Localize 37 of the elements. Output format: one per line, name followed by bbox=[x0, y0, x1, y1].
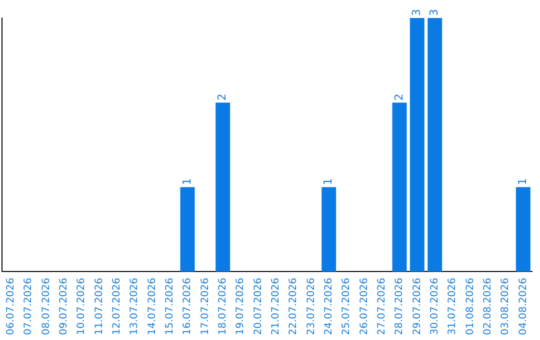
x-tick-label: 09.07.2026 bbox=[58, 278, 70, 336]
x-tick-label: 29.07.2026 bbox=[412, 278, 423, 336]
data-label: 2 bbox=[216, 94, 229, 101]
x-tick-label: 03.08.2026 bbox=[500, 278, 512, 336]
data-label: 3 bbox=[410, 9, 424, 16]
x-tick-label: 22.07.2026 bbox=[288, 278, 300, 336]
x-tick-label: 11.07.2026 bbox=[94, 278, 105, 336]
x-tick-label: 25.07.2026 bbox=[341, 278, 352, 336]
x-tick-label: 24.07.2026 bbox=[323, 278, 334, 336]
x-tick-label: 19.07.2026 bbox=[235, 278, 246, 336]
x-tick-label: 07.07.2026 bbox=[23, 278, 34, 336]
x-tick-label: 01.08.2026 bbox=[464, 278, 476, 336]
x-tick-label: 28.07.2026 bbox=[394, 278, 406, 336]
x-tick-label: 27.07.2026 bbox=[376, 278, 388, 336]
x-tick-label: 31.07.2026 bbox=[447, 278, 458, 336]
x-tick-label: 04.08.2026 bbox=[518, 278, 529, 336]
x-tick-label: 21.07.2026 bbox=[270, 278, 282, 336]
x-tick-label: 30.07.2026 bbox=[429, 278, 440, 336]
x-tick-label: 23.07.2026 bbox=[306, 278, 317, 336]
x-tick-label: 15.07.2026 bbox=[164, 278, 176, 336]
data-label: 3 bbox=[428, 9, 441, 16]
x-tick-label: 12.07.2026 bbox=[111, 278, 122, 336]
x-tick-label: 14.07.2026 bbox=[146, 278, 158, 336]
x-tick-label: 10.07.2026 bbox=[76, 278, 88, 336]
x-tick-label: 02.08.2026 bbox=[482, 278, 494, 336]
x-tick-label: 18.07.2026 bbox=[217, 278, 228, 336]
x-tick-label: 08.07.2026 bbox=[40, 278, 52, 336]
data-label: 1 bbox=[180, 178, 194, 186]
x-tick-label: 17.07.2026 bbox=[200, 278, 211, 336]
x-tick-label: 13.07.2026 bbox=[129, 278, 140, 336]
data-label: 2 bbox=[392, 94, 406, 101]
data-label: 1 bbox=[516, 178, 530, 186]
x-tick-label: 06.07.2026 bbox=[5, 278, 16, 336]
x-tick-label: 20.07.2026 bbox=[252, 278, 264, 336]
x-tick-label: 16.07.2026 bbox=[182, 278, 194, 336]
x-tick-label: 26.07.2026 bbox=[358, 278, 370, 336]
data-label: 1 bbox=[322, 178, 335, 186]
